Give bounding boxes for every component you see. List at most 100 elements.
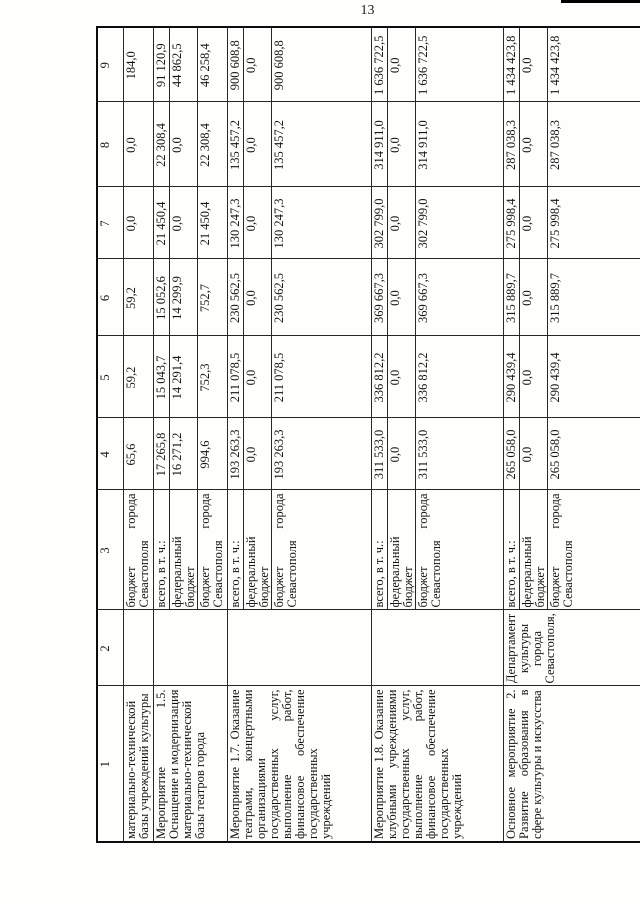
amount-cell: 1 636 722,5 <box>371 27 387 102</box>
amount-cell: 0,0 <box>387 418 415 490</box>
empty-cell <box>123 610 153 686</box>
amount-cell: 59,2 <box>123 259 153 336</box>
measure-name-cell: материально-технической базы учреждений … <box>123 686 153 842</box>
amount-cell: 0,0 <box>387 102 415 187</box>
amount-cell: 193 263,3 <box>227 418 243 490</box>
funding-source-cell: бюджет города Севастополя <box>415 490 503 610</box>
funding-source-cell: всего, в т. ч.: <box>503 490 519 610</box>
amount-cell: 22 308,4 <box>197 102 227 187</box>
empty-cell <box>153 610 227 686</box>
amount-cell: 314 911,0 <box>371 102 387 187</box>
amount-cell: 314 911,0 <box>415 102 503 187</box>
amount-cell: 315 889,7 <box>547 259 640 336</box>
column-number-cell: 8 <box>97 102 123 187</box>
amount-cell: 21 450,4 <box>153 187 169 259</box>
amount-cell: 287 038,3 <box>547 102 640 187</box>
amount-cell: 0,0 <box>387 336 415 418</box>
amount-cell: 752,7 <box>197 259 227 336</box>
measure-name-cell: Мероприятие 1.7. Оказание театрами, конц… <box>227 686 371 842</box>
amount-cell: 59,2 <box>123 336 153 418</box>
column-number-cell: 3 <box>97 490 123 610</box>
amount-cell: 0,0 <box>519 27 547 102</box>
amount-cell: 0,0 <box>243 259 271 336</box>
amount-cell: 311 533,0 <box>371 418 387 490</box>
table-row: Основное мероприятие 2. Развитие образов… <box>503 27 640 842</box>
amount-cell: 752,3 <box>197 336 227 418</box>
amount-cell: 0,0 <box>243 336 271 418</box>
column-number-cell: 9 <box>97 27 123 102</box>
amount-cell: 1 636 722,5 <box>415 27 503 102</box>
funding-source-cell: всего, в т. ч.: <box>371 490 387 610</box>
amount-cell: 336 812,2 <box>371 336 387 418</box>
budget-table: 1 2 3 4 5 6 7 8 9 материально-технической базы уч… <box>96 26 640 843</box>
measure-name-cell: Мероприятие 1.8. Оказание клубными учреж… <box>371 686 503 842</box>
amount-cell: 275 998,4 <box>547 187 640 259</box>
amount-cell: 0,0 <box>519 418 547 490</box>
amount-cell: 0,0 <box>387 27 415 102</box>
amount-cell: 900 608,8 <box>227 27 243 102</box>
empty-cell <box>371 610 503 686</box>
amount-cell: 16 271,2 <box>169 418 197 490</box>
amount-cell: 290 439,4 <box>503 336 519 418</box>
amount-cell: 21 450,4 <box>197 187 227 259</box>
column-number-cell: 6 <box>97 259 123 336</box>
amount-cell: 184,0 <box>123 27 153 102</box>
table-row: Мероприятие 1.8. Оказание клубными учреж… <box>371 27 503 842</box>
amount-cell: 994,6 <box>197 418 227 490</box>
amount-cell: 287 038,3 <box>503 102 519 187</box>
amount-cell: 211 078,5 <box>227 336 243 418</box>
amount-cell: 290 439,4 <box>547 336 640 418</box>
amount-cell: 15 052,6 <box>153 259 169 336</box>
amount-cell: 46 258,4 <box>197 27 227 102</box>
funding-source-cell: бюджет города Севастополя <box>123 490 153 610</box>
column-number-cell: 1 <box>97 686 123 842</box>
amount-cell: 900 608,8 <box>271 27 371 102</box>
amount-cell: 135 457,2 <box>271 102 371 187</box>
amount-cell: 17 265,8 <box>153 418 169 490</box>
amount-cell: 0,0 <box>519 259 547 336</box>
amount-cell: 0,0 <box>387 259 415 336</box>
funding-source-cell: бюджет города Севастополя <box>197 490 227 610</box>
column-number-cell: 4 <box>97 418 123 490</box>
amount-cell: 0,0 <box>243 102 271 187</box>
table-row: материально-технической базы учреждений … <box>123 27 153 842</box>
column-number-cell: 5 <box>97 336 123 418</box>
amount-cell: 302 799,0 <box>371 187 387 259</box>
amount-cell: 0,0 <box>387 187 415 259</box>
amount-cell: 265 058,0 <box>503 418 519 490</box>
amount-cell: 369 667,3 <box>371 259 387 336</box>
amount-cell: 193 263,3 <box>271 418 371 490</box>
executor-cell: Департамент культуры города Севастополя, <box>503 610 640 686</box>
amount-cell: 0,0 <box>243 27 271 102</box>
amount-cell: 230 562,5 <box>227 259 243 336</box>
page-number: 13 <box>360 3 375 18</box>
amount-cell: 0,0 <box>123 187 153 259</box>
empty-cell <box>227 610 371 686</box>
amount-cell: 0,0 <box>519 336 547 418</box>
amount-cell: 265 058,0 <box>547 418 640 490</box>
funding-source-cell: бюджет города Севастополя <box>547 490 640 610</box>
amount-cell: 0,0 <box>519 102 547 187</box>
amount-cell: 130 247,3 <box>271 187 371 259</box>
rotated-table-area: 1 2 3 4 5 6 7 8 9 материально-технической базы уч… <box>96 26 640 843</box>
amount-cell: 15 043,7 <box>153 336 169 418</box>
table-row: Мероприятие 1.7. Оказание театрами, конц… <box>227 27 371 842</box>
funding-source-cell: федеральный бюджет <box>243 490 271 610</box>
measure-name-cell: Мероприятие 1.5. Оснащение и модернизаци… <box>153 686 227 842</box>
amount-cell: 65,6 <box>123 418 153 490</box>
amount-cell: 91 120,9 <box>153 27 169 102</box>
amount-cell: 22 308,4 <box>153 102 169 187</box>
table-body: 1 2 3 4 5 6 7 8 9 материально-технической базы уч… <box>97 27 640 842</box>
amount-cell: 0,0 <box>123 102 153 187</box>
amount-cell: 44 862,5 <box>169 27 197 102</box>
amount-cell: 369 667,3 <box>415 259 503 336</box>
amount-cell: 135 457,2 <box>227 102 243 187</box>
amount-cell: 0,0 <box>169 187 197 259</box>
funding-source-cell: федеральный бюджет <box>387 490 415 610</box>
amount-cell: 14 291,4 <box>169 336 197 418</box>
amount-cell: 211 078,5 <box>271 336 371 418</box>
amount-cell: 0,0 <box>169 102 197 187</box>
amount-cell: 1 434 423,8 <box>503 27 519 102</box>
funding-source-cell: всего, в т. ч.: <box>153 490 169 610</box>
amount-cell: 311 533,0 <box>415 418 503 490</box>
